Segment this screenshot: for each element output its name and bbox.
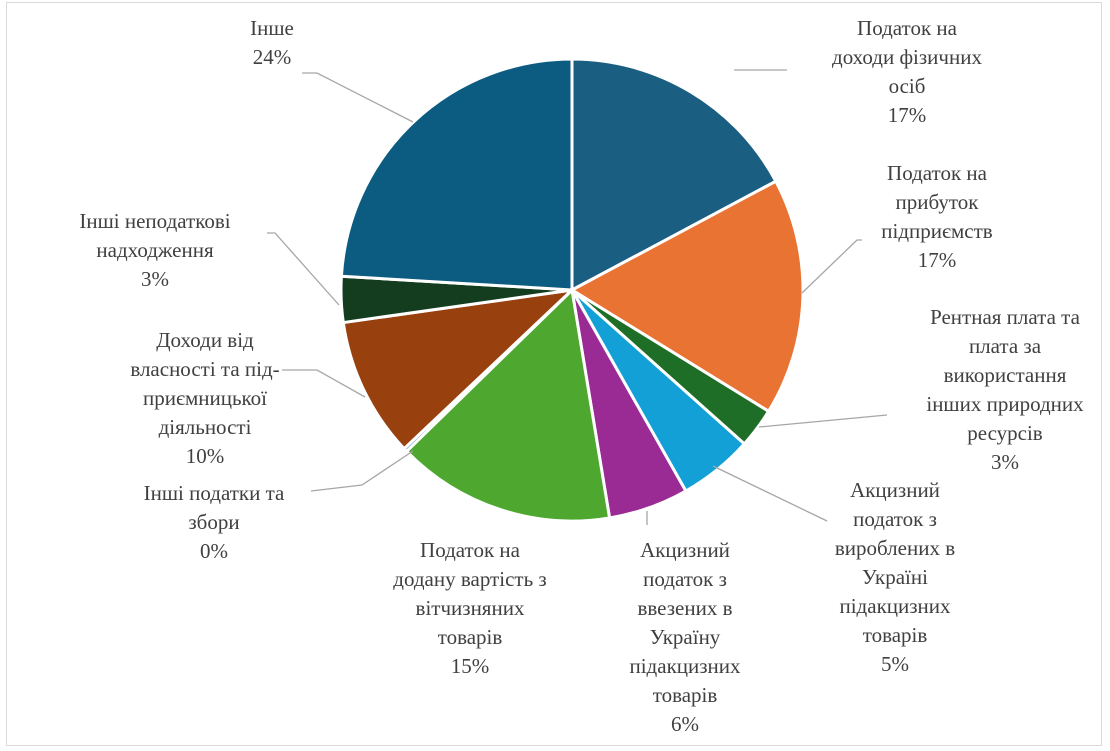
slice-percent: 6%: [671, 712, 699, 736]
slice-percent: 15%: [451, 654, 490, 678]
slice-name-line: підакцизних: [629, 654, 741, 678]
slice-name-line: Доходи від: [156, 328, 254, 352]
slice-name-line: Інше: [250, 16, 294, 40]
slice-name-line: приємницької: [143, 386, 267, 410]
slice-percent: 17%: [888, 103, 927, 127]
slice-label-3: Рентная плата та плата за використання інши…: [926, 305, 1084, 474]
slice-percent: 3%: [141, 267, 169, 291]
slice-label-6: Податок на додану вартість з вітчизняних то…: [393, 538, 546, 678]
leader-line-10: [302, 72, 414, 123]
slice-percent: 10%: [186, 444, 225, 468]
slice-name-line: податок з: [853, 507, 937, 531]
slice-name-line: вітчизняних: [416, 596, 525, 620]
pie-slice-1: [570, 57, 778, 292]
slice-name-line: Акцизний: [850, 478, 940, 502]
slice-label-8: Доходи від власності та під-приємницької д…: [130, 328, 279, 468]
slice-name-line: Акцизний: [640, 538, 730, 562]
slice-name-line: прибуток: [896, 190, 980, 214]
slice-name-line: Податок на: [887, 161, 988, 185]
slice-name-line: доходи фізичних: [832, 45, 982, 69]
slice-name-line: діяльності: [159, 415, 252, 439]
slice-name-line: Інші податки та: [144, 481, 285, 505]
slice-label-9: Інші неподаткові надходження 3%: [79, 209, 230, 291]
slice-percent: 17%: [918, 248, 957, 272]
pie-slice-2: [570, 179, 805, 413]
pie-slice-6: [405, 288, 612, 523]
slice-name-line: плата за: [969, 334, 1042, 358]
slice-name-line: використання: [944, 363, 1067, 387]
slice-name-line: підприємств: [881, 219, 993, 243]
leader-line-6: [310, 450, 414, 492]
slice-name-line: Україну: [650, 625, 721, 649]
slice-percent: 0%: [200, 539, 228, 563]
slice-label-7: Інші податки та збори 0%: [144, 481, 285, 563]
slice-label-2: Податок на прибуток підприємств 17%: [881, 161, 993, 272]
slice-label-10: Інше 24%: [250, 16, 294, 69]
slice-name-line: осіб: [889, 74, 926, 98]
slice-name-line: Рентная плата та: [930, 305, 1081, 329]
slice-percent: 24%: [253, 45, 292, 69]
slice-name-line: податок з: [643, 567, 727, 591]
leader-line-8: [282, 369, 366, 398]
pie-slice-8: [341, 288, 574, 451]
slice-name-line: Податок на: [857, 16, 958, 40]
slice-name-line: Інші неподаткові: [79, 209, 230, 233]
leader-line-4: [712, 465, 828, 522]
leader-line-9: [267, 232, 340, 306]
slice-name-line: товарів: [438, 625, 503, 649]
leader-line-3: [758, 414, 888, 428]
pie-chart: Податок на доходи фізичних осіб 17%Податок …: [79, 16, 1084, 736]
slice-label-4: Акцизний податок з вироблених в Україні піда…: [835, 478, 955, 676]
slice-name-line: товарів: [653, 683, 718, 707]
chart-frame: Податок на доходи фізичних осіб 17% Податок …: [6, 2, 1102, 746]
leader-lines: [267, 69, 888, 525]
slice-name-line: інших природних: [926, 392, 1084, 416]
slice-percent: 3%: [991, 450, 1019, 474]
slice-name-line: власності та під-: [130, 357, 279, 381]
slice-name-line: підакцизних: [839, 594, 951, 618]
slice-name-line: ресурсів: [967, 421, 1043, 445]
slice-labels: Податок на доходи фізичних осіб 17%Податок …: [79, 16, 1084, 736]
slice-name-line: збори: [188, 510, 239, 534]
pie-slice-10: [339, 57, 574, 292]
slice-name-line: надходження: [96, 238, 214, 262]
leader-line-2: [801, 239, 862, 294]
slice-name-line: додану вартість з: [393, 567, 546, 591]
slice-name-line: Україні: [862, 565, 928, 589]
slice-label-5: Акцизний податок з ввезених в Україну підакц…: [629, 538, 741, 736]
slice-name-line: Податок на: [420, 538, 521, 562]
slice-name-line: ввезених в: [637, 596, 732, 620]
pie-slices: [339, 57, 805, 523]
slice-name-line: товарів: [863, 623, 928, 647]
slice-percent: 5%: [881, 652, 909, 676]
slice-label-1: Податок на доходи фізичних осіб 17%: [832, 16, 982, 127]
slice-name-line: вироблених в: [835, 536, 955, 560]
